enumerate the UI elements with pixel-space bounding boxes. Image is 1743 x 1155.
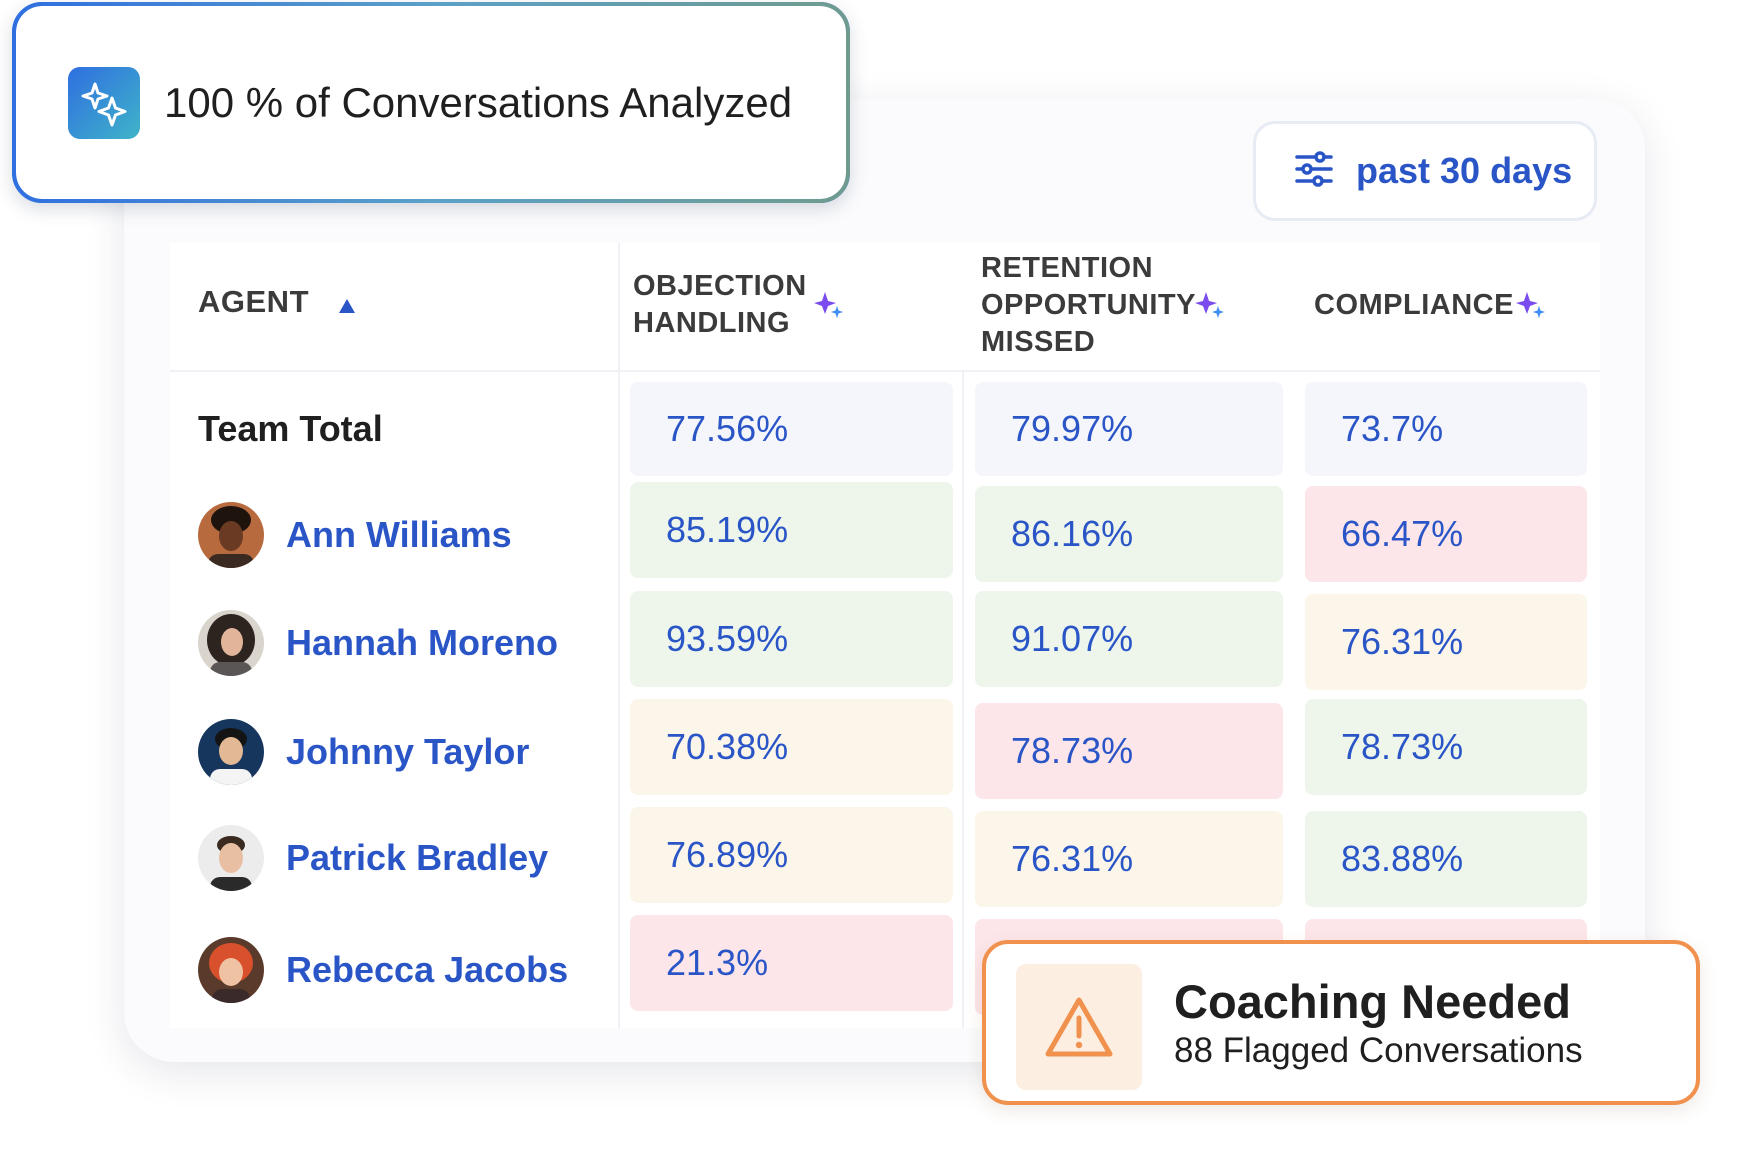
metric-cell[interactable]: 21.3%: [630, 915, 953, 1011]
agent-row-patrick-bradley[interactable]: Patrick Bradley: [198, 825, 548, 891]
avatar: [198, 502, 264, 568]
agent-name[interactable]: Rebecca Jacobs: [286, 949, 569, 990]
metric-cell[interactable]: 91.07%: [975, 591, 1283, 687]
agent-name[interactable]: Hannah Moreno: [286, 622, 559, 663]
date-filter-label: past 30 days: [1356, 150, 1573, 191]
metric-cell[interactable]: 70.38%: [630, 699, 953, 795]
metric-cell[interactable]: 93.59%: [630, 591, 953, 687]
date-filter-button[interactable]: past 30 days: [1253, 121, 1597, 221]
metric-cell[interactable]: 76.31%: [975, 811, 1283, 907]
coaching-title: Coaching Needed: [1174, 975, 1571, 1028]
agent-row-johnny-taylor[interactable]: Johnny Taylor: [198, 719, 529, 785]
agent-name[interactable]: Patrick Bradley: [286, 837, 549, 878]
metric-cell[interactable]: 78.73%: [975, 703, 1283, 799]
metric-cell[interactable]: 78.73%: [1305, 699, 1587, 795]
ai-sparkle-icon: [814, 290, 844, 325]
header-compliance[interactable]: COMPLIANCE: [1314, 289, 1514, 321]
avatar: [198, 719, 264, 785]
sliders-icon: [1294, 150, 1334, 192]
ai-sparkle-icon: [1516, 290, 1546, 325]
metric-cell[interactable]: 73.7%: [1305, 382, 1587, 476]
metric-cell[interactable]: 66.47%: [1305, 486, 1587, 582]
metric-cell[interactable]: 83.88%: [1305, 811, 1587, 907]
column-divider: [618, 243, 620, 1028]
ai-sparkle-icon: [1195, 290, 1225, 325]
team-total-label: Team Total: [198, 408, 383, 449]
column-divider: [962, 370, 964, 1028]
agent-name[interactable]: Johnny Taylor: [286, 731, 530, 772]
metric-cell[interactable]: 77.56%: [630, 382, 953, 476]
sort-ascending-icon: [338, 285, 356, 322]
header-retention-opportunity-missed[interactable]: RETENTION OPPORTUNITY MISSED: [981, 252, 1196, 358]
analysis-banner: 100 % of Conversations Analyzed: [12, 2, 850, 203]
banner-text: 100 % of Conversations Analyzed: [164, 78, 793, 126]
header-divider: [170, 370, 1600, 372]
metric-cell[interactable]: 79.97%: [975, 382, 1283, 476]
warning-icon: [1016, 964, 1142, 1090]
agent-name[interactable]: Ann Williams: [286, 514, 512, 555]
team-total-row: Team Total: [198, 405, 383, 453]
header-objection-handling[interactable]: OBJECTION HANDLING: [633, 270, 807, 339]
metric-cell[interactable]: 85.19%: [630, 482, 953, 578]
avatar: [198, 610, 264, 676]
coaching-alert[interactable]: Coaching Needed 88 Flagged Conversations: [982, 940, 1700, 1105]
sparkles-icon: [68, 66, 140, 139]
agent-row-rebecca-jacobs[interactable]: Rebecca Jacobs: [198, 937, 568, 1003]
metric-cell[interactable]: 76.31%: [1305, 594, 1587, 690]
agent-row-hannah-moreno[interactable]: Hannah Moreno: [198, 610, 558, 676]
header-agent[interactable]: AGENT: [198, 283, 356, 322]
avatar: [198, 937, 264, 1003]
coaching-subtitle: 88 Flagged Conversations: [1174, 1031, 1583, 1070]
metric-cell[interactable]: 76.89%: [630, 807, 953, 903]
avatar: [198, 825, 264, 891]
metric-cell[interactable]: 86.16%: [975, 486, 1283, 582]
agent-row-ann-williams[interactable]: Ann Williams: [198, 502, 512, 568]
